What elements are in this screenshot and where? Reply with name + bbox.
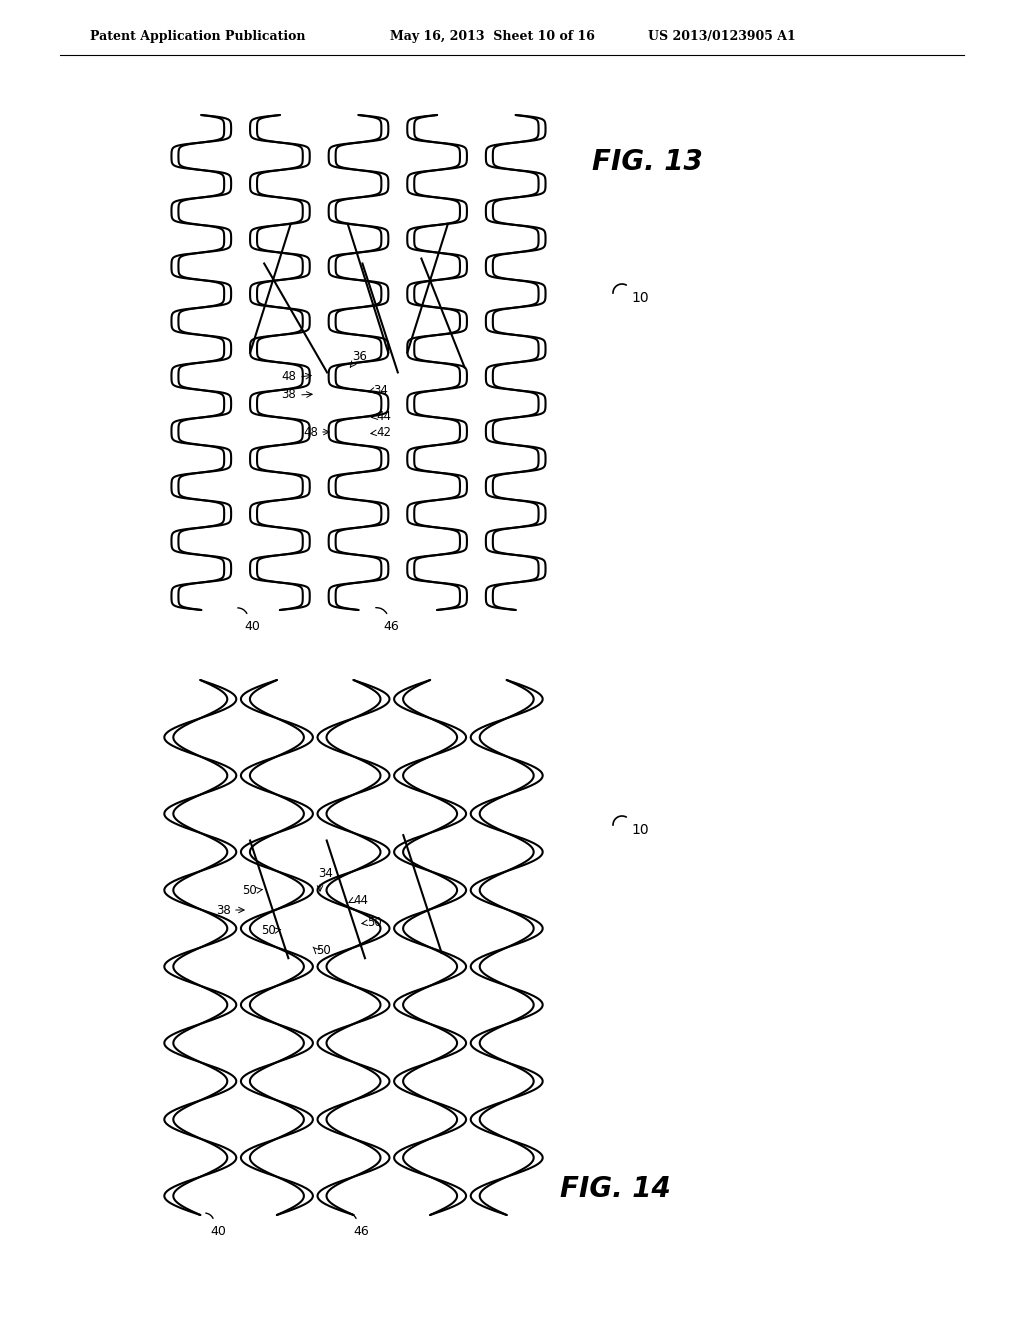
Text: 40: 40: [244, 620, 260, 634]
Text: 36: 36: [352, 350, 367, 363]
Text: 44: 44: [376, 409, 391, 422]
Text: FIG. 13: FIG. 13: [592, 148, 702, 176]
Text: 46: 46: [383, 620, 398, 634]
Text: 10: 10: [631, 822, 648, 837]
Text: 46: 46: [353, 1225, 369, 1238]
Text: 42: 42: [376, 425, 391, 438]
Text: 50: 50: [243, 883, 257, 896]
Text: 48: 48: [303, 425, 318, 438]
Text: 48: 48: [282, 371, 296, 384]
Text: 38: 38: [216, 903, 231, 916]
Text: 50: 50: [367, 916, 382, 928]
Text: 40: 40: [210, 1225, 226, 1238]
Text: US 2013/0123905 A1: US 2013/0123905 A1: [648, 30, 796, 44]
Text: 34: 34: [373, 384, 388, 396]
Text: FIG. 14: FIG. 14: [560, 1175, 671, 1203]
Text: May 16, 2013  Sheet 10 of 16: May 16, 2013 Sheet 10 of 16: [390, 30, 595, 44]
Text: 38: 38: [282, 388, 296, 401]
Text: 50: 50: [261, 924, 276, 936]
Text: 44: 44: [353, 894, 368, 907]
Text: 50: 50: [316, 944, 331, 957]
Text: 10: 10: [631, 290, 648, 305]
Text: 34: 34: [318, 867, 333, 880]
Text: Patent Application Publication: Patent Application Publication: [90, 30, 305, 44]
